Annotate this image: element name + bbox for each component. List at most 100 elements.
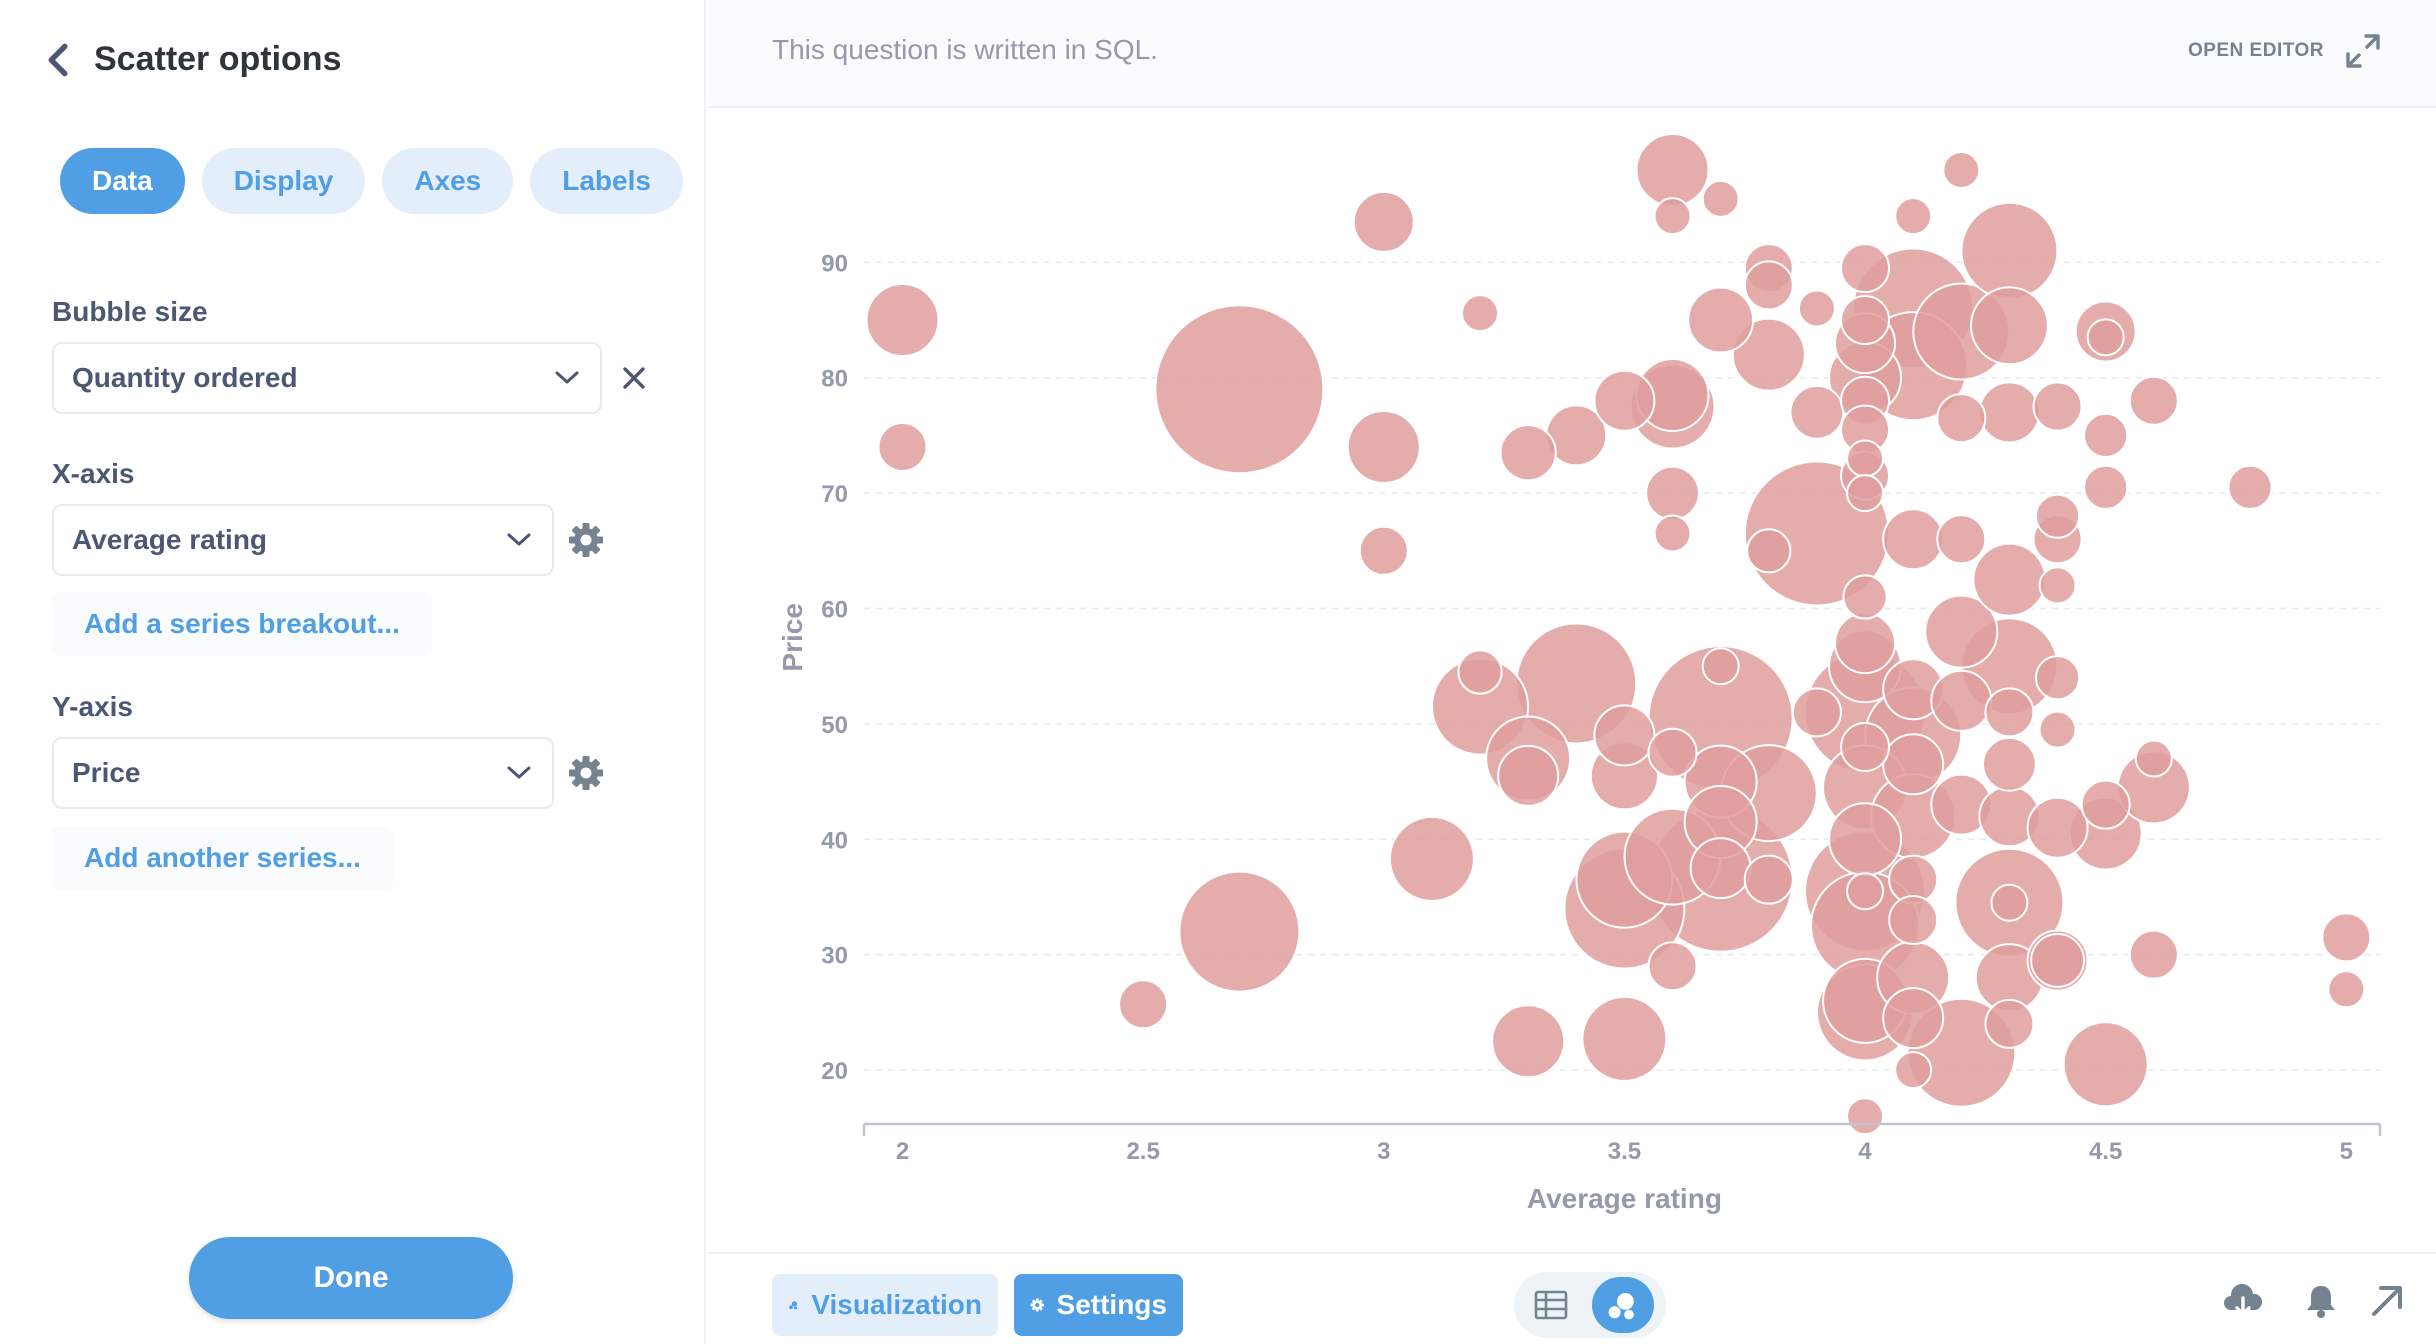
bubble-size-select[interactable]: Quantity ordered [52, 342, 602, 414]
bubble [877, 421, 928, 472]
bubble [1457, 649, 1503, 695]
table-view-toggle[interactable] [1520, 1277, 1582, 1333]
settings-label: Settings [1056, 1289, 1167, 1320]
y-tick-label: 60 [821, 596, 848, 623]
settings-button[interactable]: Settings [1014, 1274, 1183, 1336]
open-editor-button[interactable]: OPEN EDITOR [2187, 40, 2324, 61]
bubble [1930, 669, 1993, 732]
y-axis-title: Price [777, 603, 808, 672]
bubble [1846, 439, 1885, 478]
tab-data[interactable]: Data [60, 148, 185, 214]
gear-icon[interactable] [567, 521, 605, 559]
chart-view-toggle[interactable] [1592, 1277, 1654, 1333]
bubble [1888, 895, 1939, 946]
bubble [2083, 464, 2129, 510]
bubble [1593, 369, 1656, 432]
y-tick-label: 20 [821, 1058, 848, 1085]
query-footer: Visualization Settings [708, 1252, 2436, 1344]
bubble [1358, 525, 1409, 576]
bubble [1743, 854, 1794, 905]
bubble [1154, 304, 1325, 475]
expand-icon[interactable] [2344, 32, 2382, 70]
close-icon[interactable] [620, 364, 648, 392]
bubble-chart-icon [789, 1301, 798, 1310]
chevron-down-icon [507, 766, 531, 779]
bubble [1653, 514, 1692, 553]
bubble [1388, 815, 1475, 902]
done-button[interactable]: Done [189, 1237, 513, 1319]
share-arrow-icon[interactable] [2366, 1280, 2408, 1322]
bubble [1840, 243, 1891, 294]
x-tick-label: 4.5 [2089, 1138, 2122, 1165]
x-tick-label: 3 [1377, 1138, 1390, 1165]
bubble [1882, 733, 1945, 796]
download-icon[interactable] [2222, 1280, 2264, 1322]
bubble [1846, 474, 1885, 513]
bubble [2034, 655, 2081, 701]
bubble [1593, 704, 1656, 767]
y-axis-value: Price [72, 757, 141, 788]
bubble [1942, 151, 1981, 189]
bubble [1689, 837, 1752, 900]
gear-icon[interactable] [567, 754, 605, 792]
y-tick-label: 90 [821, 250, 848, 277]
bubble [1834, 612, 1897, 675]
add-series-breakout-button[interactable]: Add a series breakout... [52, 592, 432, 656]
x-axis-label: X-axis [52, 458, 135, 489]
bubble [1894, 1051, 1933, 1090]
bubble [1178, 870, 1301, 993]
bubble [1840, 295, 1891, 346]
bubble [2321, 912, 2372, 963]
x-tick-label: 4 [1858, 1138, 1872, 1165]
bubble [1840, 721, 1891, 772]
bubble [1960, 201, 2059, 300]
settings-tabs: Data Display Axes Labels [60, 148, 683, 214]
bubble [1731, 317, 1806, 392]
chevron-down-icon [555, 371, 579, 384]
bubble [2062, 1021, 2149, 1108]
bubble [2086, 318, 2125, 357]
gear-icon [1030, 1298, 1044, 1312]
bubble [2038, 710, 2077, 749]
bubble [1842, 574, 1888, 620]
visualization-button[interactable]: Visualization [772, 1274, 998, 1336]
bubble [1972, 542, 2047, 617]
y-tick-label: 70 [821, 481, 848, 508]
back-to-visualizations[interactable]: Scatter options [44, 40, 341, 79]
bubble [1491, 1004, 1566, 1079]
tab-axes[interactable]: Axes [382, 148, 514, 214]
native-query-bar: This question is written in SQL. OPEN ED… [708, 0, 2436, 108]
bubble [1743, 260, 1794, 311]
bubble [2227, 464, 2273, 510]
bubble [1846, 872, 1885, 911]
tab-display[interactable]: Display [201, 148, 366, 214]
bubble [1647, 941, 1698, 992]
add-another-series-button[interactable]: Add another series... [52, 826, 393, 890]
visualization-label: Visualization [811, 1289, 982, 1320]
bubble [1982, 736, 2037, 792]
bubble [1635, 133, 1710, 207]
bubble [1346, 409, 1421, 484]
chevron-down-icon [507, 533, 531, 546]
tab-labels[interactable]: Labels [530, 148, 683, 214]
y-axis-select[interactable]: Price [52, 737, 554, 809]
y-tick-label: 40 [821, 827, 848, 854]
bell-icon[interactable] [2300, 1280, 2342, 1322]
bubble [1497, 744, 1560, 807]
bubble [1882, 987, 1945, 1050]
bubble-size-label: Bubble size [52, 296, 208, 327]
scatter-chart: 20 30 40 50 60 70 80 90 2 2.5 3 3.5 4 4.5 5 Average rat… [777, 133, 2382, 1214]
bubble [1645, 465, 1700, 521]
bubble [2080, 779, 2131, 830]
bubble [1789, 384, 1845, 440]
bubble [1701, 179, 1740, 218]
y-tick-label: 80 [821, 366, 848, 393]
bubble [1984, 687, 2035, 738]
bubble-size-value: Quantity ordered [72, 362, 298, 393]
x-axis-select[interactable]: Average rating [52, 504, 554, 576]
bubble [1647, 727, 1698, 778]
bubble [2134, 739, 2173, 778]
view-toggle [1514, 1272, 1666, 1338]
x-tick-label: 2.5 [1126, 1138, 1159, 1165]
table-icon [1534, 1290, 1568, 1320]
